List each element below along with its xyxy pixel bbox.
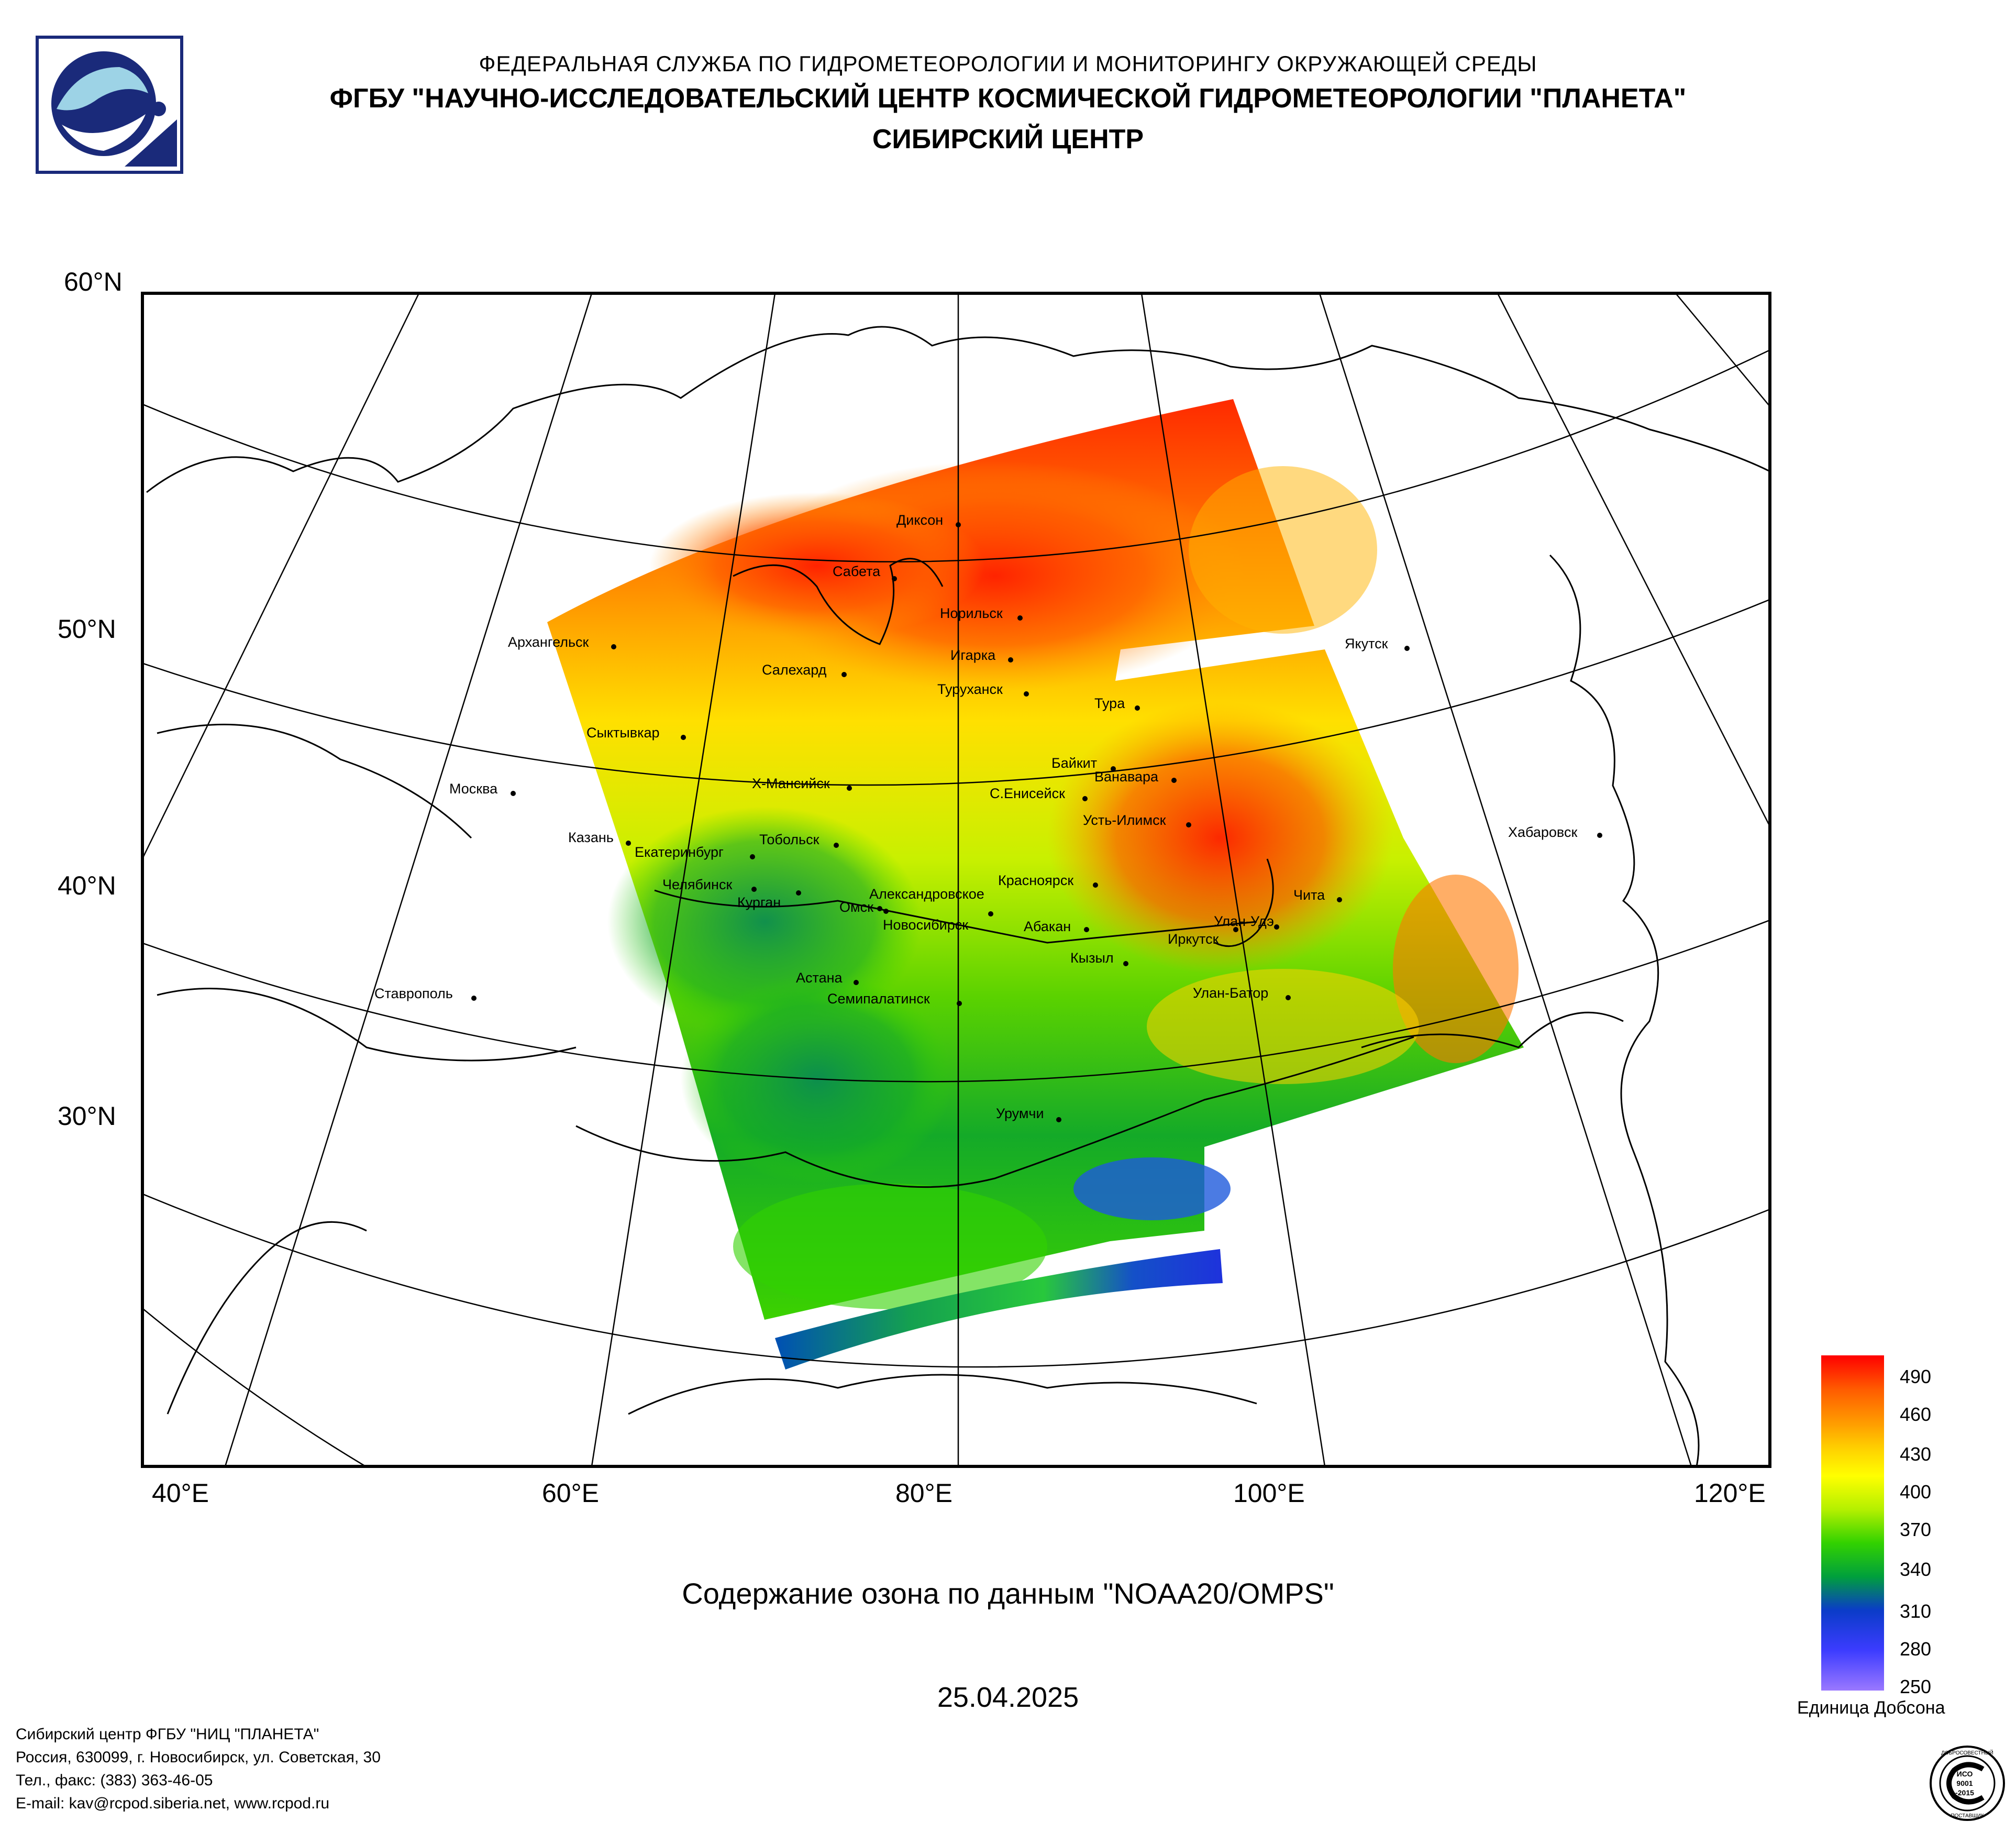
city-label: Хабаровск: [1508, 824, 1577, 840]
svg-text:ИСО: ИСО: [1957, 1770, 1973, 1778]
planeta-logo: [36, 36, 183, 174]
city-label: Улан-Батор: [1193, 985, 1268, 1001]
footer-line: Тел., факс: (383) 363-46-05: [16, 1772, 213, 1789]
lon-label: 120°E: [1694, 1478, 1766, 1508]
footer-contacts: Сибирский центр ФГБУ "НИЦ "ПЛАНЕТА" Росс…: [16, 1723, 381, 1815]
lat-label: 40°N: [58, 871, 116, 900]
lon-label: 80°E: [895, 1478, 952, 1508]
city-label: Сыктывкар: [586, 725, 660, 741]
city-label: Ванавара: [1094, 769, 1159, 785]
svg-text:-2015: -2015: [1955, 1788, 1974, 1797]
coastlines: [146, 326, 1770, 1466]
city-label: Челябинск: [662, 877, 732, 892]
city-label: Кызыл: [1070, 950, 1114, 966]
city-label: Сабета: [833, 564, 881, 579]
legend-tick: 400: [1900, 1481, 1932, 1503]
legend-tick: 460: [1900, 1404, 1932, 1425]
city-label: Якутск: [1345, 636, 1388, 652]
city-label: Архангельск: [508, 634, 589, 650]
city-label: Байкит: [1051, 755, 1097, 771]
map-date: 25.04.2025: [937, 1682, 1079, 1713]
legend-colorbar: [1821, 1355, 1884, 1691]
city-label: Норильск: [940, 605, 1003, 621]
city-label: Урумчи: [996, 1106, 1044, 1121]
city-label: Александровское: [869, 886, 984, 902]
svg-text:ДОБРОСОВЕСТНЫЙ: ДОБРОСОВЕСТНЫЙ: [1941, 1749, 1993, 1756]
city-label: Абакан: [1024, 919, 1071, 934]
city-label: Курган: [737, 895, 781, 910]
city-label: Красноярск: [998, 873, 1073, 888]
legend-tick: 430: [1900, 1443, 1932, 1465]
legend-tick: 250: [1900, 1676, 1932, 1697]
iso-badge: ДОБРОСОВЕСТНЫЙ ИСО 9001 -2015 ПОСТАВЩИК: [1930, 1746, 2005, 1821]
city-label: Х-Мансийск: [752, 776, 830, 791]
ozone-south-strip: [775, 1249, 1223, 1370]
lon-label: 60°E: [542, 1478, 599, 1508]
graticule: [142, 293, 1770, 1466]
lon-label: 100°E: [1233, 1478, 1305, 1508]
lat-label: 60°N: [64, 267, 123, 296]
lon-labels: 40°E 60°E 80°E 100°E 120°E: [152, 1478, 1766, 1508]
city-label: Астана: [796, 970, 843, 986]
legend-unit: Единица Добсона: [1797, 1698, 1945, 1718]
legend-tick: 310: [1900, 1600, 1932, 1622]
city-label: Игарка: [950, 647, 996, 663]
city-label: С.Енисейск: [990, 786, 1065, 801]
footer-line: E-mail: kav@rcpod.siberia.net, www.rcpod…: [16, 1795, 330, 1812]
city-label: Семипалатинск: [827, 991, 930, 1007]
svg-text:ПОСТАВЩИК: ПОСТАВЩИК: [1951, 1813, 1984, 1819]
lat-labels: 60°N 50°N 40°N 30°N: [58, 267, 123, 1131]
map-caption: Содержание озона по данным "NOAA20/OMPS": [682, 1577, 1334, 1610]
city-label: Казань: [568, 830, 614, 845]
city-label: Новосибирск: [883, 917, 968, 933]
lat-label: 30°N: [58, 1101, 116, 1131]
legend-tick: 370: [1900, 1519, 1932, 1540]
footer-line: Россия, 630099, г. Новосибирск, ул. Сове…: [16, 1749, 381, 1766]
header-institute: ФГБУ "НАУЧНО-ИССЛЕДОВАТЕЛЬСКИЙ ЦЕНТР КОС…: [329, 83, 1687, 114]
city-label: Туруханск: [937, 681, 1003, 697]
city-label: Екатеринбург: [635, 844, 724, 860]
city-label: Ставрополь: [374, 986, 453, 1001]
map-frame: [141, 292, 1771, 1468]
city-label: Салехард: [762, 662, 827, 678]
legend-tick: 280: [1900, 1638, 1932, 1660]
city-label: Улан-Удэ: [1214, 913, 1274, 929]
city-label: Москва: [449, 781, 498, 797]
city-label: Тобольск: [759, 832, 819, 847]
header-center: СИБИРСКИЙ ЦЕНТР: [872, 124, 1144, 154]
svg-text:9001: 9001: [1956, 1779, 1973, 1787]
lat-label: 50°N: [58, 614, 116, 644]
city-label: Тура: [1094, 695, 1125, 711]
legend-tick: 340: [1900, 1559, 1932, 1580]
legend-tick: 490: [1900, 1366, 1932, 1387]
city-label: Диксон: [896, 512, 943, 528]
header-agency: ФЕДЕРАЛЬНАЯ СЛУЖБА ПО ГИДРОМЕТЕОРОЛОГИИ …: [479, 51, 1537, 76]
city-label: Омск: [839, 899, 873, 915]
city-label: Усть-Илимск: [1083, 812, 1166, 828]
city-label: Чита: [1293, 887, 1325, 903]
city-label: Иркутск: [1168, 931, 1219, 947]
footer-line: Сибирский центр ФГБУ "НИЦ "ПЛАНЕТА": [16, 1726, 319, 1743]
city-labels: Диксон Сабета Норильск Архангельск Салех…: [374, 512, 1602, 1122]
lon-label: 40°E: [152, 1478, 209, 1508]
